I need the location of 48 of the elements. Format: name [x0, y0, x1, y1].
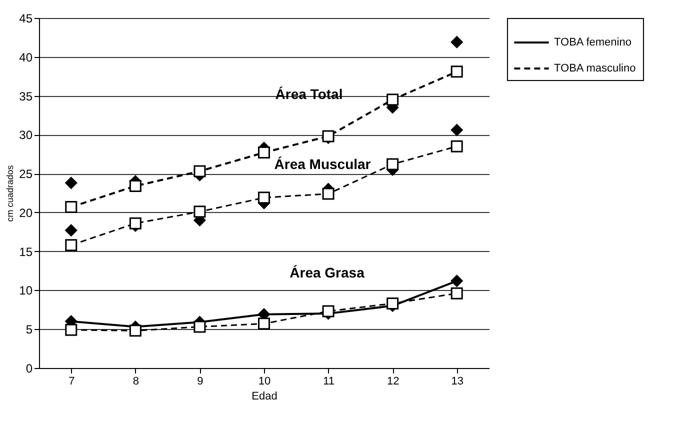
point [258, 192, 270, 204]
annotation: Área Grasa [290, 264, 365, 280]
point [65, 201, 78, 213]
y-tick-label: 45 [19, 12, 33, 26]
point [194, 165, 206, 178]
point [322, 305, 334, 318]
y-tick-label: 40 [19, 50, 33, 64]
point [65, 324, 78, 336]
legend-label: TOBA masculino [554, 62, 636, 74]
point [129, 217, 142, 230]
y-tick-label: 20 [19, 206, 33, 220]
point [322, 188, 334, 200]
x-tick-label: 8 [132, 376, 139, 388]
y-tick-label: 15 [19, 244, 33, 259]
annotation: Área Muscular [274, 156, 372, 172]
point [194, 206, 206, 218]
point [65, 239, 78, 252]
point [450, 274, 463, 287]
y-tick-label: 5 [26, 322, 33, 337]
point [450, 140, 463, 152]
x-tick-label: 13 [451, 376, 464, 388]
point [450, 36, 463, 48]
x-axis-title: Edad [252, 390, 278, 402]
point [386, 297, 399, 310]
x-tick-label: 12 [386, 376, 400, 388]
point [258, 146, 270, 159]
legend-label: TOBA femenino [554, 36, 632, 48]
point [450, 66, 463, 78]
point [129, 324, 142, 337]
point [65, 176, 78, 189]
y-tick-label: 25 [19, 167, 33, 182]
x-tick-label: 10 [258, 376, 271, 388]
point [450, 287, 463, 300]
y-tick-label: 10 [19, 284, 33, 298]
y-tick-label: 30 [19, 128, 33, 142]
point [450, 124, 463, 136]
y-tick-label: 0 [26, 362, 33, 376]
point [194, 320, 206, 333]
point [65, 224, 78, 236]
y-axis-title: cm cuadrados [5, 164, 16, 222]
point [386, 158, 399, 170]
point [386, 94, 399, 106]
x-tick-label: 11 [323, 376, 334, 388]
x-tick-label: 7 [68, 376, 75, 388]
y-tick-label: 35 [19, 89, 33, 104]
point [129, 180, 142, 192]
point [258, 318, 270, 330]
x-tick-label: 9 [197, 376, 204, 388]
